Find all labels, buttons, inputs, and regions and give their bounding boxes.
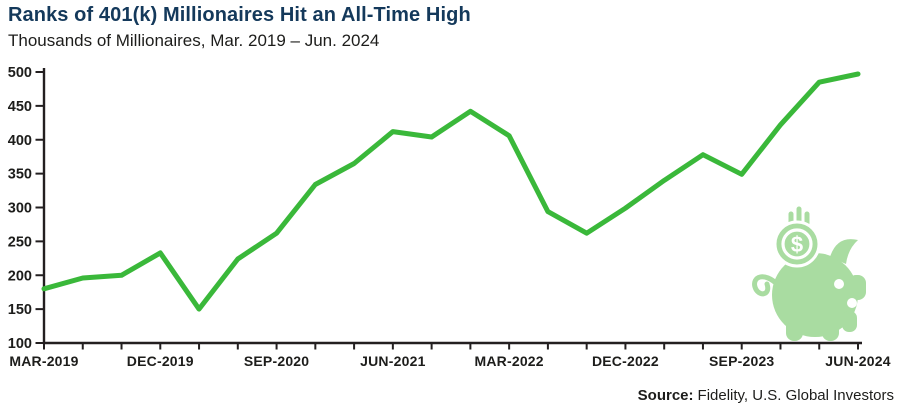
- y-axis-label: 500: [8, 65, 32, 81]
- y-axis-label: 250: [8, 234, 32, 250]
- pig-leg-icon: [822, 318, 839, 341]
- y-axis-label: 150: [8, 302, 32, 318]
- dollar-sign-icon: $: [791, 232, 803, 257]
- y-axis-label: 300: [8, 201, 32, 217]
- pig-snout-icon: [848, 275, 866, 300]
- x-axis-label: JUN-2024: [825, 353, 890, 369]
- y-axis-label: 400: [8, 133, 32, 149]
- coin-ring-icon: [781, 228, 813, 260]
- x-axis-label: SEP-2023: [709, 353, 774, 369]
- pig-leg-icon: [786, 318, 803, 341]
- pig-tail-icon: [752, 274, 781, 297]
- pig-mouth-icon: [847, 298, 857, 308]
- pig-eye-icon: [834, 279, 844, 289]
- chart-subtitle: Thousands of Millionaires, Mar. 2019 – J…: [8, 31, 380, 50]
- source-label: Source:: [637, 387, 694, 404]
- y-axis-label: 450: [8, 99, 32, 115]
- x-axis-label: SEP-2020: [244, 353, 309, 369]
- source-note: Source: Fidelity, U.S. Global Investors: [638, 387, 894, 404]
- y-axis-label: 200: [8, 268, 32, 284]
- pig-ear-icon: [830, 239, 858, 264]
- page-title: Ranks of 401(k) Millionaires Hit an All-…: [8, 4, 471, 26]
- source-text: Fidelity, U.S. Global Investors: [697, 387, 894, 404]
- pig-leg-icon: [842, 311, 857, 332]
- x-axis-label: MAR-2019: [9, 353, 78, 369]
- piggy-bank-icon: $: [752, 206, 866, 341]
- x-axis-label: JUN-2021: [360, 353, 425, 369]
- x-axis-label: MAR-2022: [474, 353, 543, 369]
- y-axis-label: 350: [8, 167, 32, 183]
- y-axis-label: 100: [8, 336, 32, 352]
- x-axis-label: DEC-2022: [592, 353, 659, 369]
- pig-body-icon: [772, 253, 858, 337]
- x-axis-label: DEC-2019: [127, 353, 194, 369]
- data-series-line: [41, 71, 861, 312]
